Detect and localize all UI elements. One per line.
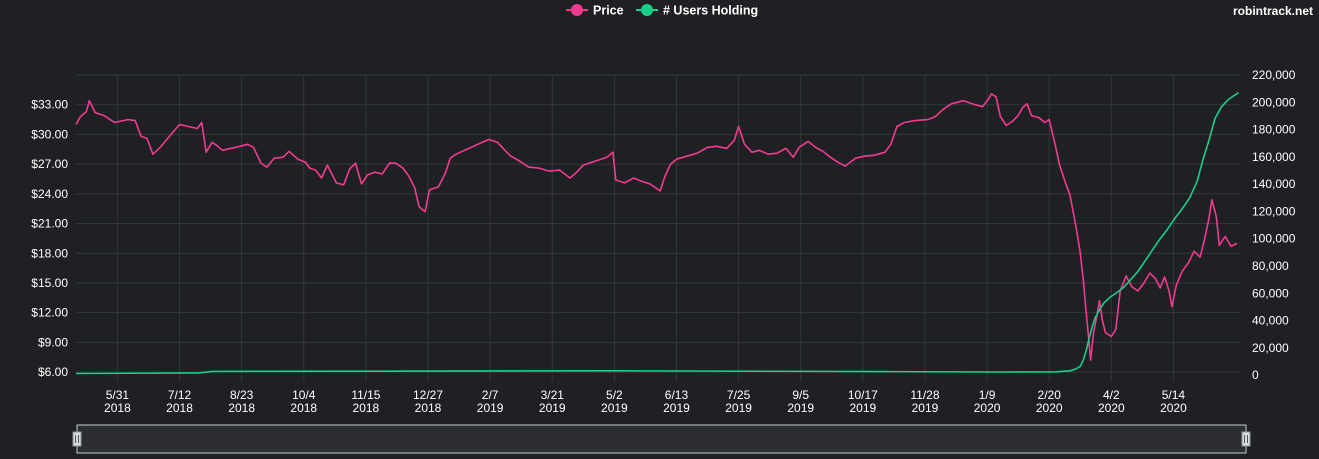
legend-item-users[interactable]: # Users Holding [636,4,758,18]
x-tick-label: 8/23 [230,388,254,402]
y-right-tick-label: 0 [1252,368,1259,382]
y-left-tick-label: $24.00 [31,187,68,201]
y-right-tick-label: 160,000 [1252,150,1296,164]
site-brand: robintrack.net [1232,4,1313,18]
y-left-tick-label: $18.00 [31,246,68,260]
price-series-line [75,93,1238,361]
y-left-tick-label: $27.00 [31,157,68,171]
legend-label: # Users Holding [663,4,758,18]
legend: Price # Users Holding [566,4,758,18]
y-axis-left: $6.00 $9.00 $12.00 $15.00 $18.00 $21.00 $24.00… [31,98,68,379]
y-left-tick-label: $21.00 [31,217,68,231]
y-right-tick-label: 80,000 [1252,259,1289,273]
x-tick-year: 2020 [1098,401,1125,415]
x-tick-year: 2019 [477,401,504,415]
x-tick-label: 10/4 [292,388,316,402]
navigator-handle-left[interactable] [72,431,82,447]
y-left-tick-label: $15.00 [31,276,68,290]
legend-label: Price [593,4,624,18]
y-right-tick-label: 120,000 [1252,204,1296,218]
x-tick-year: 2020 [1036,401,1063,415]
x-tick-label: 11/15 [351,388,380,402]
x-tick-year: 2019 [663,401,690,415]
x-tick-label: 9/5 [792,388,809,402]
y-right-tick-label: 220,000 [1252,68,1296,82]
navigator-window[interactable] [76,424,1247,454]
legend-swatch-marker [641,4,653,16]
x-tick-year: 2018 [415,401,442,415]
handle-grip [72,431,82,447]
x-tick-label: 7/25 [727,388,751,402]
x-tick-year: 2018 [228,401,255,415]
x-axis: 5/3120187/1220188/23201810/4201811/15201… [104,388,1187,415]
x-tick-label: 10/17 [848,388,878,402]
x-tick-year: 2018 [104,401,131,415]
x-tick-label: 3/21 [541,388,565,402]
y-right-tick-label: 60,000 [1252,286,1289,300]
x-tick-year: 2018 [353,401,380,415]
x-tick-year: 2019 [601,401,628,415]
y-right-tick-label: 20,000 [1252,341,1289,355]
horizontal-gridlines [76,74,1240,373]
vertical-gridlines [116,75,1174,382]
x-tick-label: 12/27 [413,388,443,402]
legend-swatch-marker [571,4,583,16]
x-tick-year: 2018 [290,401,317,415]
y-right-tick-label: 100,000 [1252,232,1296,246]
x-tick-year: 2019 [787,401,814,415]
x-tick-year: 2020 [974,401,1001,415]
y-right-tick-label: 180,000 [1252,123,1296,137]
x-tick-year: 2018 [166,401,193,415]
x-tick-label: 1/9 [979,388,996,402]
x-tick-label: 5/14 [1162,388,1186,402]
y-left-tick-label: $33.00 [31,98,68,112]
users-series-line [75,92,1239,375]
range-navigator[interactable] [72,424,1251,454]
x-tick-year: 2019 [849,401,876,415]
x-tick-label: 2/20 [1038,388,1062,402]
y-axis-right: 0 20,000 40,000 60,000 80,000 100,000 120,000 1… [1252,68,1296,382]
x-tick-label: 11/28 [910,388,939,402]
y-left-tick-label: $30.00 [31,127,68,141]
y-left-tick-label: $12.00 [31,306,68,320]
x-tick-year: 2019 [725,401,752,415]
y-left-tick-label: $9.00 [38,335,68,349]
y-right-tick-label: 140,000 [1252,177,1296,191]
handle-grip [1241,431,1251,447]
x-tick-label: 5/31 [106,388,130,402]
x-tick-label: 6/13 [665,388,689,402]
x-tick-label: 5/2 [606,388,623,402]
navigator-handle-right[interactable] [1241,431,1251,447]
x-tick-year: 2020 [1160,401,1187,415]
y-left-tick-label: $6.00 [38,365,68,379]
series-lines [75,92,1239,375]
x-tick-year: 2019 [539,401,566,415]
legend-item-price[interactable]: Price [566,4,624,18]
x-tick-label: 7/12 [168,388,192,402]
y-right-tick-label: 40,000 [1252,314,1289,328]
x-tick-label: 2/7 [482,388,499,402]
x-tick-label: 4/2 [1103,388,1120,402]
x-tick-year: 2019 [912,401,939,415]
y-right-tick-label: 200,000 [1252,95,1296,109]
